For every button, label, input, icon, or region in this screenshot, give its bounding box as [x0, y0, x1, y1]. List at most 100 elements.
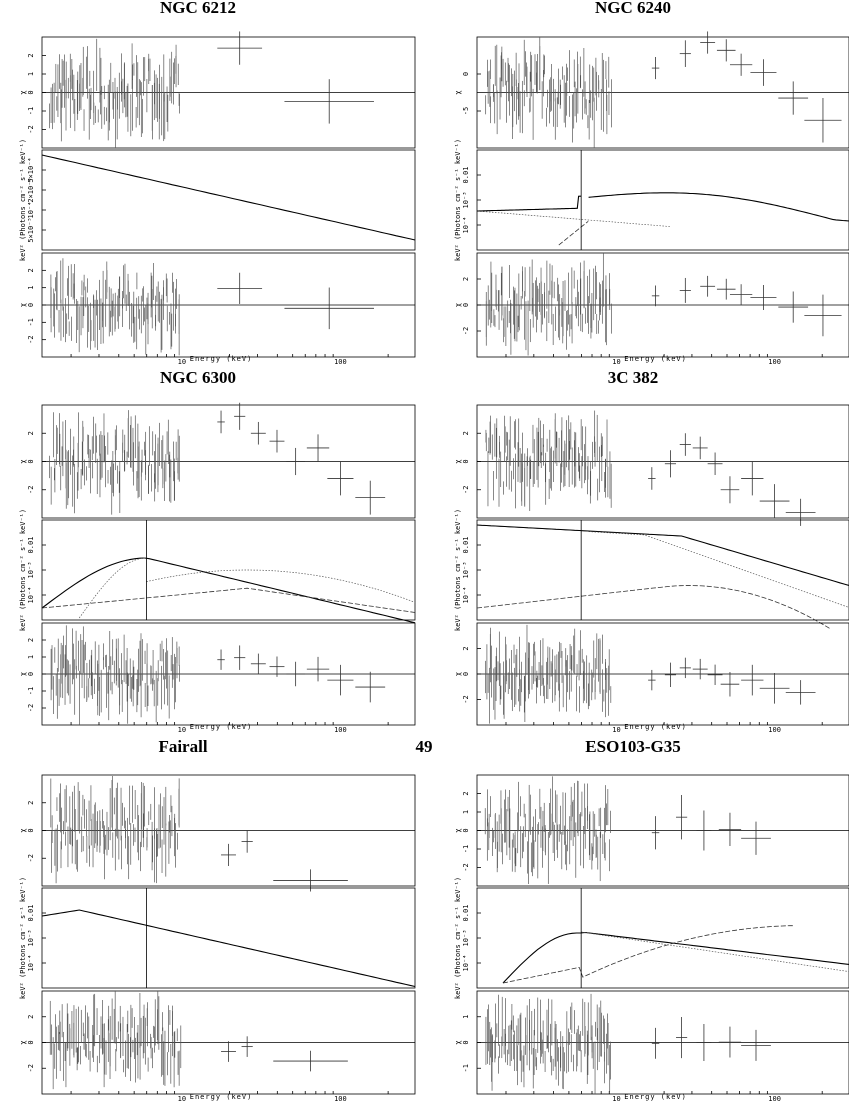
y-tick-label: 2 — [27, 638, 35, 642]
y-axis-label: χ — [454, 90, 462, 94]
panel-frame — [41, 887, 416, 989]
title-ngc6212: NGC 6212 — [160, 0, 236, 17]
title-ngc6240: NGC 6240 — [595, 0, 671, 17]
y-tick-label: -2 — [462, 863, 470, 871]
y-tick-label: -1 — [462, 1064, 470, 1072]
y-tick-label: 10⁻³ — [462, 930, 470, 947]
y-axis-label: keV² (Photons cm⁻² s⁻¹ keV⁻¹) — [454, 509, 462, 631]
model-component-curve — [502, 925, 794, 984]
y-axis-label: χ — [454, 672, 462, 676]
panel-frame — [476, 887, 849, 989]
y-axis-label: keV² (Photons cm⁻² s⁻¹ keV⁻¹) — [454, 877, 462, 999]
x-axis-label: Energy (keV) — [190, 355, 253, 363]
y-tick-label: 0 — [27, 90, 35, 94]
x-tick-label: 100 — [768, 358, 781, 366]
y-tick-label: 1 — [27, 72, 35, 76]
model-component-curve — [146, 569, 416, 603]
y-tick-label: 10⁻⁴ — [462, 587, 470, 604]
y-tick-label: -1 — [27, 687, 35, 695]
model-component-curve — [588, 531, 849, 608]
y-tick-label: 1 — [27, 655, 35, 659]
y-tick-label: 0.01 — [462, 167, 470, 184]
panel-frame — [41, 149, 416, 251]
y-tick-label: -2 — [27, 335, 35, 343]
y-axis-label: keV² (Photons cm⁻² s⁻¹ keV⁻¹) — [19, 877, 27, 999]
y-axis-label: χ — [19, 459, 27, 463]
model-component-curve — [477, 195, 582, 212]
y-tick-label: 0.01 — [27, 905, 35, 922]
y-tick-label: -2 — [27, 486, 35, 494]
y-tick-label: -1 — [27, 107, 35, 115]
y-tick-label: -2 — [27, 704, 35, 712]
y-tick-label: 0.01 — [462, 537, 470, 554]
model-component-curve — [476, 210, 671, 227]
y-axis-label: χ — [19, 1040, 27, 1044]
x-tick-label: 100 — [334, 726, 347, 734]
x-tick-label: 10 — [612, 726, 620, 734]
y-tick-label: -2 — [462, 327, 470, 335]
y-tick-label: 1 — [27, 286, 35, 290]
y-tick-label: 10⁻⁴ — [27, 587, 35, 604]
model-component-curve — [502, 931, 849, 984]
y-tick-label: 0 — [462, 828, 470, 832]
y-axis-label: χ — [454, 303, 462, 307]
y-tick-label: -1 — [462, 845, 470, 853]
y-tick-label: 0 — [462, 459, 470, 463]
model-component-curve — [41, 587, 416, 613]
y-tick-label: 0 — [462, 72, 470, 76]
panel-frame — [476, 149, 849, 251]
y-axis-label: keV² (Photons cm⁻² s⁻¹ keV⁻¹) — [19, 509, 27, 631]
y-tick-label: 10⁻⁴ — [27, 955, 35, 972]
y-tick-label: -2 — [27, 854, 35, 862]
y-axis-label: χ — [19, 672, 27, 676]
y-tick-label: -2 — [462, 486, 470, 494]
title-eso103-g35: ESO103-G35 — [585, 737, 680, 756]
y-axis-label: χ — [19, 303, 27, 307]
y-axis-label: keV² (Photons cm⁻² s⁻¹ keV⁻¹) — [19, 139, 27, 261]
x-tick-label: 100 — [768, 726, 781, 734]
x-tick-label: 100 — [334, 1095, 347, 1103]
x-axis-label: Energy (keV) — [624, 355, 687, 363]
x-axis-label: Energy (keV) — [624, 1093, 687, 1101]
title-ngc6300: NGC 6300 — [160, 368, 236, 387]
y-tick-label: 2 — [27, 1015, 35, 1019]
y-tick-label: -2 — [27, 125, 35, 133]
y-tick-label: 10⁻⁴ — [462, 955, 470, 972]
x-tick-label: 10 — [612, 1095, 620, 1103]
x-tick-label: 10 — [178, 726, 186, 734]
title-fairall: Fairall — [158, 737, 207, 756]
y-tick-label: 2×10⁻⁴ — [27, 177, 35, 202]
y-tick-label: 2 — [27, 431, 35, 435]
y-tick-label: 2 — [462, 791, 470, 795]
y-tick-label: 2 — [462, 646, 470, 650]
y-tick-label: 2 — [462, 277, 470, 281]
y-tick-label: 2 — [27, 53, 35, 57]
y-axis-label: χ — [454, 1040, 462, 1044]
y-tick-label: 2 — [462, 431, 470, 435]
y-tick-label: 2 — [27, 801, 35, 805]
y-tick-label: 10⁻³ — [462, 562, 470, 579]
y-tick-label: 1 — [462, 810, 470, 814]
y-axis-label: χ — [19, 90, 27, 94]
model-component-curve — [41, 909, 416, 988]
model-component-curve — [476, 524, 849, 587]
y-tick-label: 0.01 — [462, 905, 470, 922]
y-tick-label: 10⁻⁴ — [462, 217, 470, 234]
y-tick-label: -2 — [462, 695, 470, 703]
y-tick-label: 0 — [462, 1040, 470, 1044]
y-axis-label: keV² (Photons cm⁻² s⁻¹ keV⁻¹) — [454, 139, 462, 261]
y-axis-label: χ — [19, 828, 27, 832]
y-tick-label: 1 — [462, 1015, 470, 1019]
model-component-curve — [476, 585, 831, 630]
model-component-curve — [41, 154, 416, 241]
y-tick-label: 5×10⁻⁵ — [27, 217, 35, 242]
y-tick-label: 0 — [462, 672, 470, 676]
y-tick-label: 0.01 — [27, 537, 35, 554]
model-component-curve — [558, 221, 589, 246]
title-fairall-number: 49 — [416, 737, 433, 756]
y-tick-label: 0 — [27, 459, 35, 463]
y-tick-label: 10⁻³ — [27, 562, 35, 579]
y-axis-label: χ — [454, 828, 462, 832]
title-3c382: 3C 382 — [608, 368, 659, 387]
x-axis-label: Energy (keV) — [190, 1093, 253, 1101]
